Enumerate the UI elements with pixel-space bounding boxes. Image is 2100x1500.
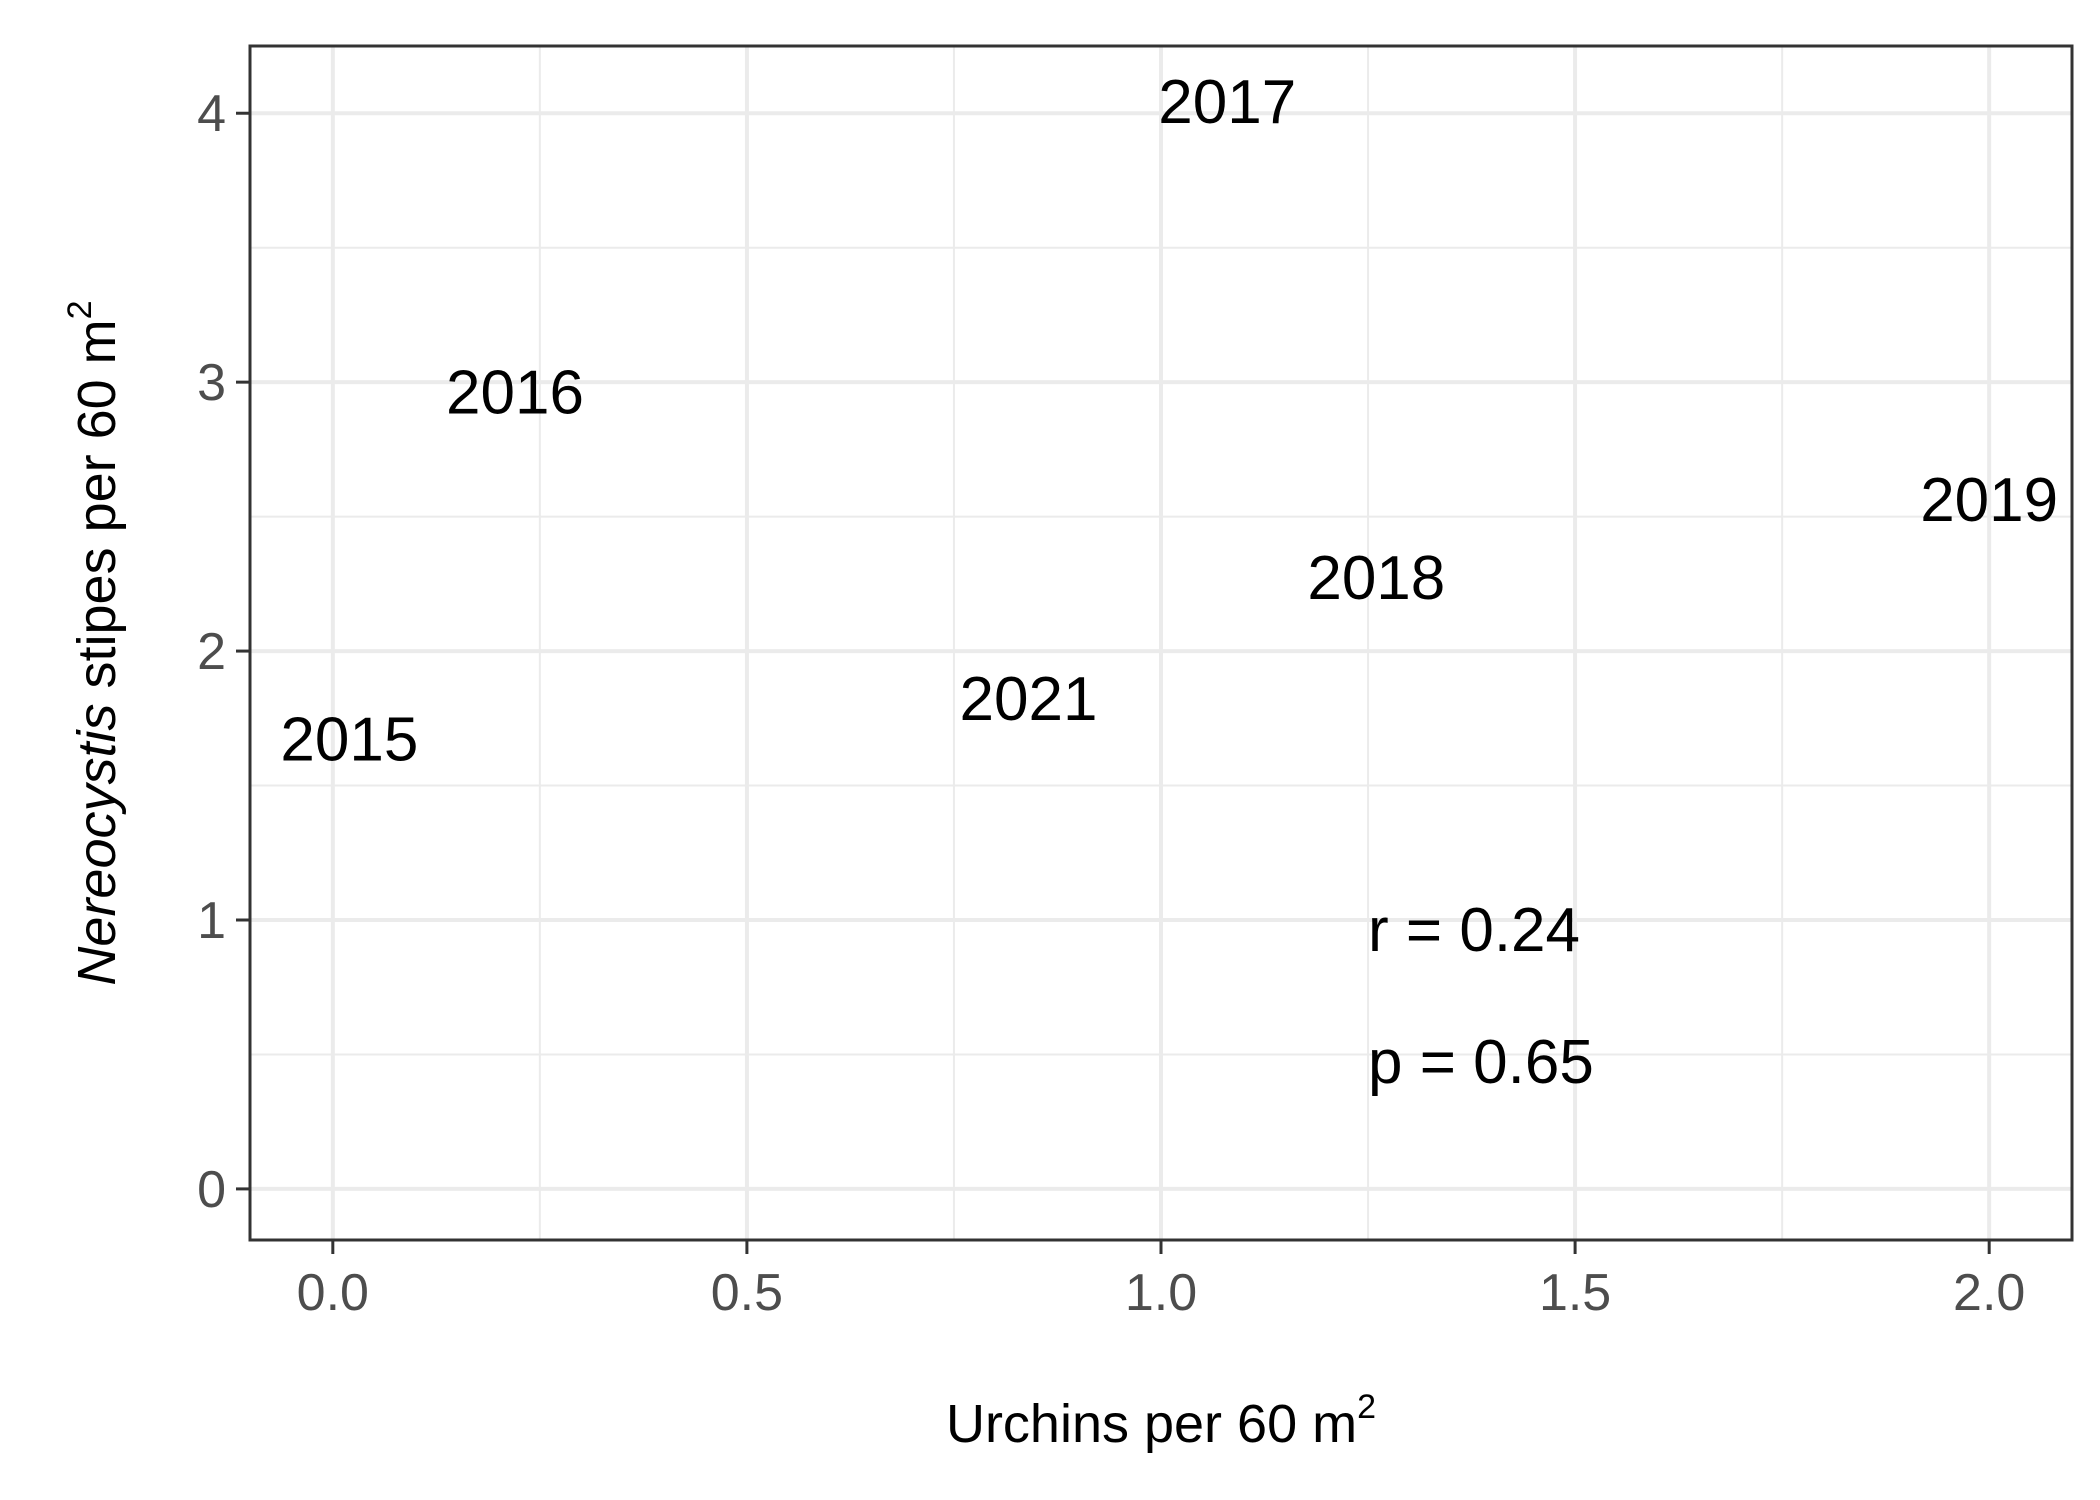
annotation-p: p = 0.65: [1368, 1028, 1594, 1097]
x-tick-label: 1.5: [1539, 1264, 1611, 1322]
y-axis-title: Nereocystis stipes per 60 m2: [61, 300, 127, 985]
x-tick-label: 1.0: [1125, 1264, 1197, 1322]
y-axis-title-text: stipes per 60 m: [67, 319, 127, 703]
point-label-2018: 2018: [1307, 544, 1445, 613]
x-tick-label: 0.0: [297, 1264, 369, 1322]
x-axis-title-text: Urchins per 60 m: [946, 1394, 1357, 1454]
y-axis-title-italic: Nereocystis: [67, 704, 127, 986]
grid-major: [250, 46, 2072, 1240]
y-tick-label: 1: [197, 892, 226, 950]
y-axis-title-superscript: 2: [61, 300, 99, 319]
point-label-2016: 2016: [446, 358, 584, 427]
point-label-2021: 2021: [960, 665, 1098, 734]
point-labels: 2015 2016 2017 2018 2019 2021: [280, 68, 2058, 774]
y-tick-label: 2: [197, 623, 226, 681]
point-label-2015: 2015: [280, 705, 418, 774]
annotations: r = 0.24 p = 0.65: [1368, 896, 1594, 1097]
y-tick-label: 0: [197, 1161, 226, 1219]
x-tick-label: 2.0: [1953, 1264, 2025, 1322]
x-axis: 0.0 0.5 1.0 1.5 2.0: [297, 1240, 2025, 1322]
x-tick-label: 0.5: [711, 1264, 783, 1322]
x-axis-title: Urchins per 60 m2: [946, 1388, 1376, 1454]
point-label-2017: 2017: [1158, 68, 1296, 137]
y-axis: 0 1 2 3 4: [197, 85, 250, 1219]
point-label-2019: 2019: [1920, 466, 2058, 535]
x-axis-title-superscript: 2: [1357, 1388, 1376, 1426]
y-tick-label: 3: [197, 354, 226, 412]
y-tick-label: 4: [197, 85, 226, 143]
annotation-r: r = 0.24: [1368, 896, 1580, 965]
